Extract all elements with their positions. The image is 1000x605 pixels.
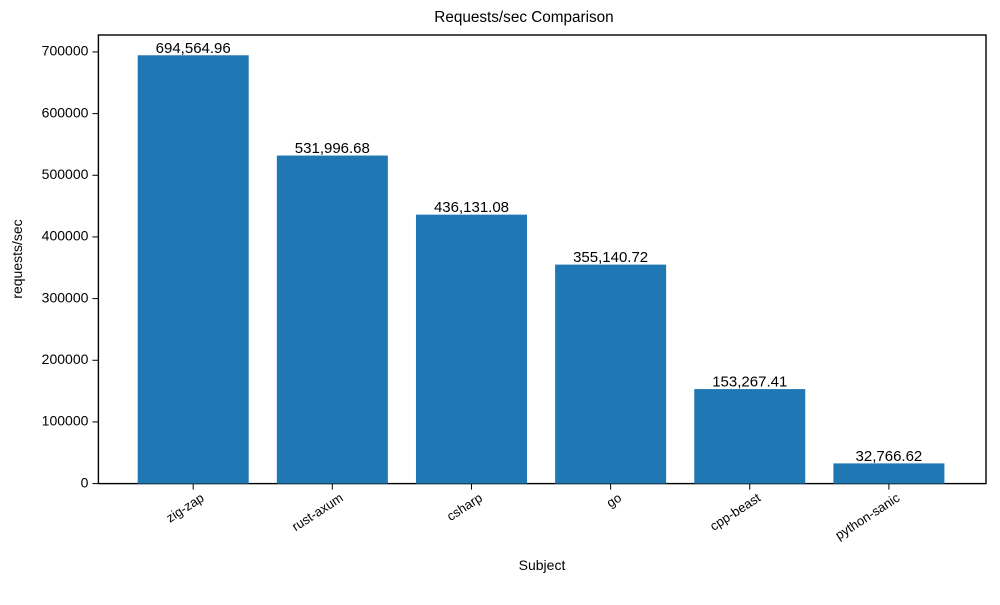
svg-text:400000: 400000	[42, 228, 89, 244]
svg-text:694,564.96: 694,564.96	[156, 40, 231, 57]
svg-text:531,996.68: 531,996.68	[295, 140, 370, 157]
svg-text:requests/sec: requests/sec	[9, 219, 25, 298]
svg-text:300000: 300000	[42, 289, 89, 305]
svg-text:500000: 500000	[42, 166, 89, 182]
svg-text:100000: 100000	[42, 413, 89, 429]
svg-text:Requests/sec Comparison: Requests/sec Comparison	[434, 9, 613, 26]
svg-text:153,267.41: 153,267.41	[712, 374, 787, 391]
svg-text:700000: 700000	[42, 43, 89, 59]
svg-text:600000: 600000	[42, 104, 89, 120]
svg-text:200000: 200000	[42, 351, 89, 367]
svg-text:32,766.62: 32,766.62	[856, 448, 923, 465]
svg-text:0: 0	[81, 474, 89, 490]
svg-text:Subject: Subject	[519, 557, 566, 573]
svg-text:436,131.08: 436,131.08	[434, 199, 509, 216]
svg-text:355,140.72: 355,140.72	[573, 249, 648, 266]
